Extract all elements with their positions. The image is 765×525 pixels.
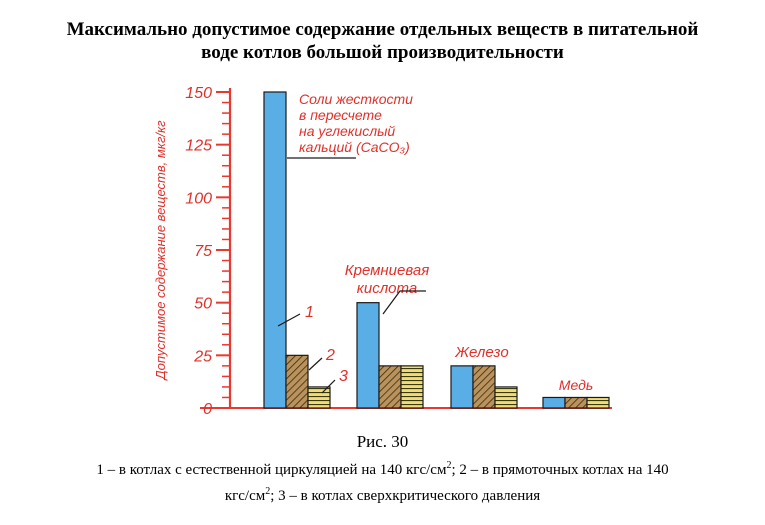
- category-label-2: Кремниевая: [345, 262, 429, 279]
- bar-3-cat2: [400, 365, 424, 409]
- legend-sup-1: 2: [446, 460, 452, 471]
- chart-title: Максимально допустимое содержание отдель…: [0, 18, 765, 64]
- bar-1-cat2: [356, 302, 380, 409]
- category-label-3: Железо: [454, 344, 508, 361]
- leader-line-cat2: [382, 290, 426, 315]
- figure-legend: 1 – в котлах с естественной циркуляцией …: [0, 455, 765, 507]
- y-tick-label: 100: [185, 190, 212, 207]
- y-tick-label: 25: [193, 348, 212, 365]
- category-label-1: кальций (CaCO₃): [299, 139, 410, 155]
- legend-text-1b: ; 2 – в прямоточных котлах на 140: [451, 462, 669, 478]
- bar-1-cat3: [450, 365, 474, 409]
- bar-1-cat1: [263, 91, 287, 409]
- figure-label: Рис. 30: [356, 432, 409, 451]
- series-mark-2: 2: [325, 347, 335, 364]
- legend-text-1a: 1 – в котлах с естественной циркуляцией …: [96, 462, 447, 478]
- bar-2-cat1: [285, 354, 309, 409]
- y-tick-label: 0: [203, 401, 212, 418]
- series-mark-leader: [321, 379, 336, 394]
- bar-chart: 0 25 50 75 100 125 150 Допустимое содержание ве…: [153, 85, 612, 418]
- y-tick-label: 150: [185, 85, 212, 102]
- bar-3-cat1: [307, 386, 331, 409]
- bar-3-cat4: [586, 396, 610, 409]
- legend-text-2a: кгс/см: [224, 488, 266, 504]
- category-label-2: кислота: [357, 280, 417, 297]
- legend-line-1: 1 – в котлах с естественной циркуляцией …: [0, 455, 765, 481]
- title-line-1: Максимально допустимое содержание отдель…: [66, 19, 699, 40]
- category-label-1: в пересчете: [299, 107, 382, 123]
- bar-2-cat2: [378, 365, 402, 409]
- category-label-1: на углекислый: [299, 123, 395, 139]
- title-line-2: воде котлов большой производительности: [201, 42, 564, 63]
- series-mark-3: 3: [339, 368, 348, 385]
- y-tick-label: 125: [185, 138, 212, 155]
- legend-text-2b: ; 3 – в котлах сверхкритического давлени…: [270, 488, 541, 504]
- y-tick-label: 75: [194, 243, 212, 260]
- series-mark-leader: [308, 357, 323, 371]
- y-axis-label: Допустимое содержание веществ, мкг/кг: [153, 120, 168, 382]
- category-label-1: Соли жесткости: [299, 91, 413, 107]
- bar-2-cat4: [564, 396, 588, 409]
- bar-3-cat3: [494, 386, 518, 409]
- category-label-4: Медь: [559, 377, 593, 393]
- y-tick-label: 50: [194, 296, 212, 313]
- bar-1-cat4: [542, 396, 566, 409]
- series-mark-leader: [277, 313, 301, 327]
- series-mark-1: 1: [305, 304, 314, 321]
- legend-sup-2: 2: [265, 486, 271, 497]
- legend-line-2: кгс/см2; 3 – в котлах сверхкритического …: [0, 481, 765, 507]
- bar-2-cat3: [472, 365, 496, 409]
